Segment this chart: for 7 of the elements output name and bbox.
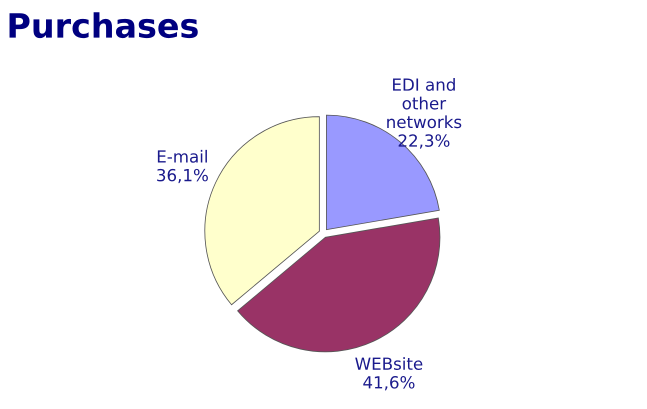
slice-label: EDI and other networks bbox=[387, 78, 462, 128]
data-label: 22,3% bbox=[398, 134, 450, 149]
slice-label: WEBsite bbox=[355, 357, 422, 370]
data-label: 41,6% bbox=[363, 376, 414, 390]
slice-label: E-mail bbox=[158, 150, 207, 163]
chart-title: Purchases bbox=[10, 12, 198, 38]
data-label: 36,1% bbox=[157, 168, 208, 184]
